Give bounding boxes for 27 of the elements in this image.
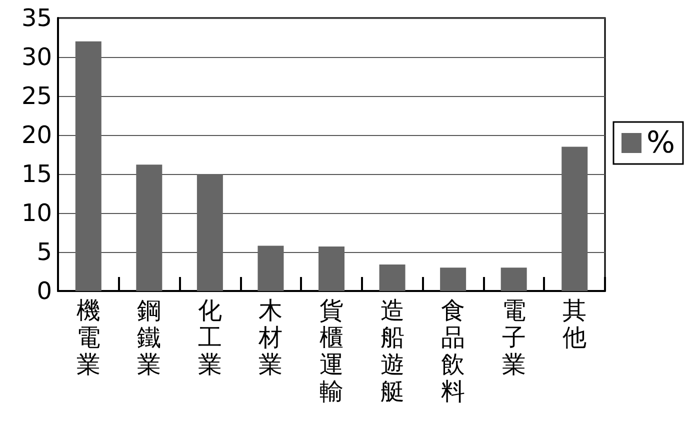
x-tick-label: 電子業 xyxy=(502,296,526,378)
bar xyxy=(75,41,102,291)
y-tick-label: 25 xyxy=(21,82,52,110)
x-tick-label: 木材業 xyxy=(258,296,283,378)
x-tick-label: 化工業 xyxy=(198,296,222,378)
x-tick-label: 機電業 xyxy=(76,296,100,378)
y-tick-label: 35 xyxy=(21,4,52,32)
bar xyxy=(318,246,344,291)
bar xyxy=(196,174,223,291)
y-tick-label: 5 xyxy=(36,238,52,266)
bar xyxy=(379,264,406,291)
y-tick-label: 10 xyxy=(21,199,52,227)
bar xyxy=(562,146,588,291)
x-tick-label: 鋼鐵業 xyxy=(137,296,162,378)
x-tick-label: 其他 xyxy=(562,296,587,352)
bar xyxy=(440,268,466,291)
x-tick-label: 食品飲料 xyxy=(441,296,466,406)
y-tick-label: 15 xyxy=(21,160,52,188)
bar xyxy=(500,268,527,291)
y-tick-label: 30 xyxy=(21,43,52,71)
x-tick-label: 貨櫃運輸 xyxy=(320,296,344,406)
legend-label: % xyxy=(646,126,676,160)
y-tick-label: 0 xyxy=(36,277,52,305)
bar xyxy=(136,164,162,291)
bar xyxy=(258,246,284,291)
x-tick-label: 造船遊艇 xyxy=(380,296,404,406)
y-tick-label: 20 xyxy=(21,121,52,149)
